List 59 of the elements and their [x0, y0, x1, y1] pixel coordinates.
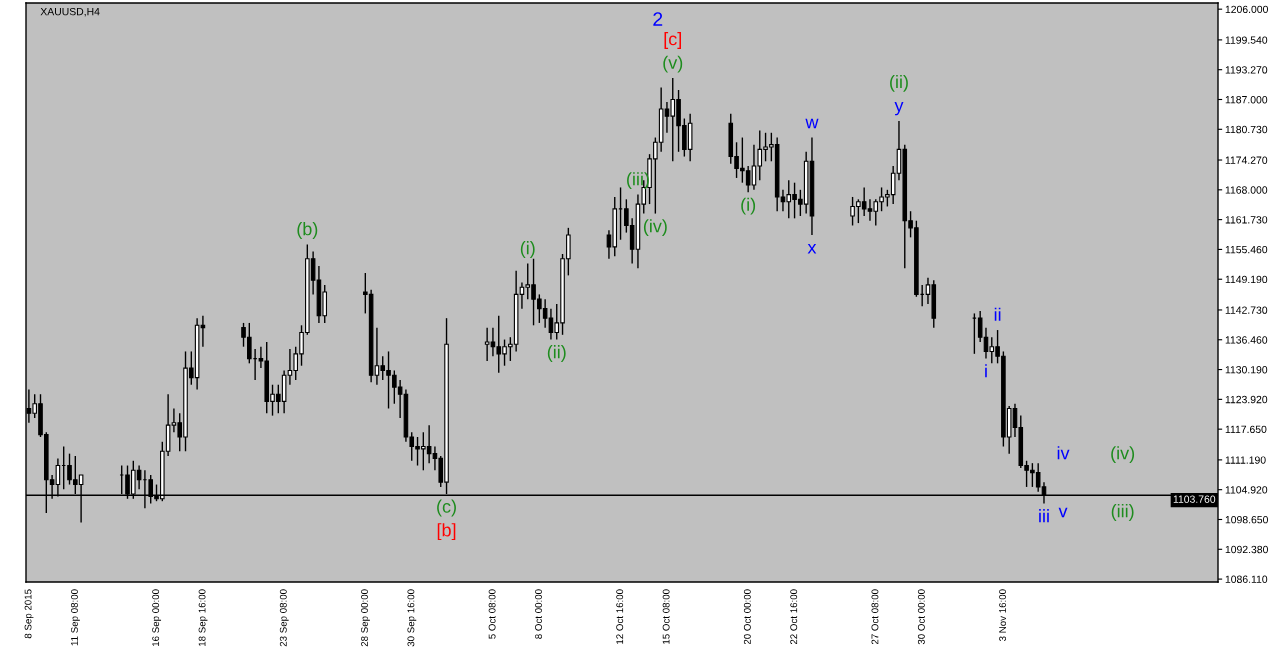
annotation: (v)	[663, 55, 683, 73]
y-tick-label: 1086.110	[1225, 575, 1268, 583]
y-tick-label: 1180.730	[1225, 125, 1268, 134]
annotation: [b]	[437, 523, 456, 541]
x-tick-label: 23 Sep 08:00	[279, 589, 289, 647]
annotation: 2	[653, 12, 663, 26]
x-tick-label: 20 Oct 00:00	[743, 589, 751, 645]
y-tick-label: 1111.190	[1225, 456, 1266, 464]
annotation: w	[805, 118, 819, 129]
annotation: (c)	[437, 499, 456, 517]
x-tick-label: 30 Sep 16:00	[407, 589, 417, 647]
annotation: (iv)	[643, 219, 667, 236]
x-tick-label: 22 Oct 16:00	[790, 589, 798, 645]
x-tick-label: 5 Oct 08:00	[488, 589, 496, 639]
x-tick-label: 16 Sep 00:00	[152, 589, 162, 647]
x-tick-label: 18 Sep 16:00	[198, 589, 208, 647]
annotation: (i)	[741, 197, 756, 215]
y-tick-label: 1193.270	[1225, 66, 1268, 74]
x-tick-label: 30 Oct 00:00	[917, 589, 925, 645]
y-tick-label: 1136.460	[1225, 336, 1268, 344]
annotation: iii	[1039, 509, 1049, 523]
y-tick-label: 1123.920	[1225, 395, 1268, 404]
annotation: iv	[1057, 446, 1070, 460]
y-tick-label: 1174.270	[1225, 156, 1268, 164]
chart-title: XAUUSD,H4	[40, 7, 100, 17]
annotation: v	[1058, 507, 1068, 518]
y-tick-label: 1092.380	[1225, 545, 1268, 554]
x-tick-label: 11 Sep 08:00	[71, 589, 80, 646]
annotation: x	[807, 244, 817, 254]
y-tick-label: 1206.000	[1225, 5, 1268, 14]
annotation: (iii)	[1111, 504, 1134, 521]
y-tick-label: 1161.730	[1225, 216, 1268, 224]
y-tick-label: 1155.460	[1225, 245, 1268, 254]
annotation: [c]	[664, 32, 681, 49]
y-tick-label: 1187.000	[1225, 96, 1268, 104]
annotation: y	[894, 102, 904, 116]
annotation: (ii)	[547, 345, 566, 362]
x-tick-label: 12 Oct 16:00	[616, 589, 624, 644]
y-tick-label: 1117.650	[1225, 425, 1267, 434]
annotation: ii	[994, 307, 1001, 321]
x-tick-label: 28 Sep 00:00	[361, 589, 370, 647]
annotation: (b)	[297, 222, 318, 239]
y-tick-label: 1142.730	[1225, 306, 1268, 314]
x-tick-label: 27 Oct 08:00	[871, 589, 879, 645]
y-tick-label: 1149.190	[1225, 275, 1268, 284]
x-tick-label: 3 Nov 16:00	[999, 589, 1006, 641]
y-tick-label: 1130.190	[1225, 366, 1268, 374]
x-tick-label: 15 Oct 08:00	[662, 589, 670, 644]
ref-line-label: 1103.760	[1173, 495, 1216, 503]
y-tick-label: 1199.540	[1225, 36, 1268, 44]
y-tick-label: 1098.650	[1225, 515, 1268, 524]
x-tick-label: 8 Sep 2015	[24, 589, 34, 639]
x-tick-label: 8 Oct 00:00	[535, 589, 542, 639]
annotation: i	[985, 364, 987, 378]
annotation: (i)	[520, 241, 535, 258]
annotation: (iv)	[1111, 446, 1135, 464]
annotation: (ii)	[890, 74, 908, 92]
y-tick-label: 1104.920	[1225, 486, 1268, 494]
y-tick-label: 1168.000	[1225, 186, 1268, 194]
